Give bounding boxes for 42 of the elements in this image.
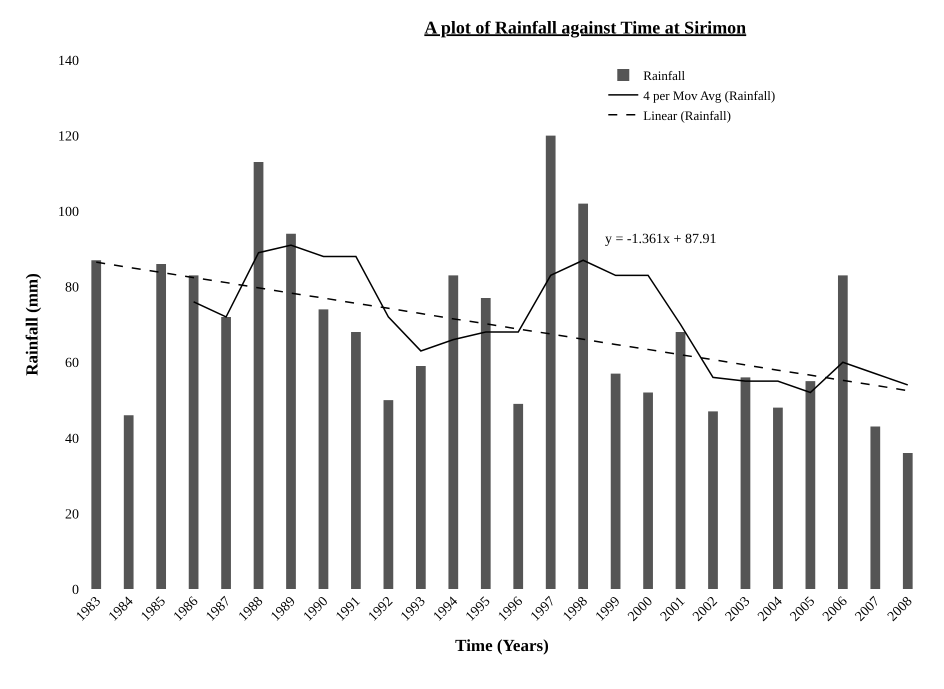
legend-label: Rainfall	[643, 68, 686, 84]
bar	[870, 426, 880, 589]
bar	[448, 275, 458, 589]
bar	[676, 332, 686, 589]
chart-title: A plot of Rainfall against Time at Sirimon	[424, 17, 746, 38]
y-axis-title: Rainfall (mm)	[22, 273, 42, 376]
bar	[546, 136, 556, 589]
bar	[91, 260, 102, 589]
bar	[351, 332, 361, 589]
x-axis-title: Time (Years)	[455, 636, 549, 655]
y-tick-label: 80	[65, 280, 79, 296]
bar	[838, 275, 848, 589]
y-tick-label: 140	[58, 54, 79, 69]
bar	[708, 411, 718, 589]
bar	[578, 204, 588, 589]
bar	[286, 234, 296, 589]
bar	[221, 316, 231, 589]
bar	[773, 408, 783, 589]
y-tick-label: 20	[65, 507, 79, 522]
legend-label: Linear (Rainfall)	[643, 108, 731, 123]
bar	[318, 309, 328, 589]
x-tick-label: 1991	[333, 594, 364, 625]
bar	[124, 415, 134, 589]
bar	[610, 374, 620, 589]
bar	[384, 400, 394, 589]
bar	[806, 381, 816, 589]
y-tick-label: 60	[65, 356, 79, 372]
bar	[643, 392, 653, 589]
y-tick-label: 100	[58, 205, 79, 220]
bar	[902, 452, 913, 589]
y-tick-label: 0	[72, 582, 79, 598]
bar	[740, 377, 750, 589]
bar	[513, 404, 524, 589]
bar	[156, 264, 166, 589]
y-tick-label: 40	[65, 432, 79, 447]
bar	[480, 298, 491, 589]
legend-label: 4 per Mov Avg (Rainfall)	[643, 88, 776, 103]
bar	[254, 162, 264, 589]
bar	[416, 366, 426, 589]
y-tick-label: 120	[58, 129, 79, 144]
annotation: y = -1.361x + 87.91	[605, 232, 716, 247]
bar	[188, 275, 198, 589]
